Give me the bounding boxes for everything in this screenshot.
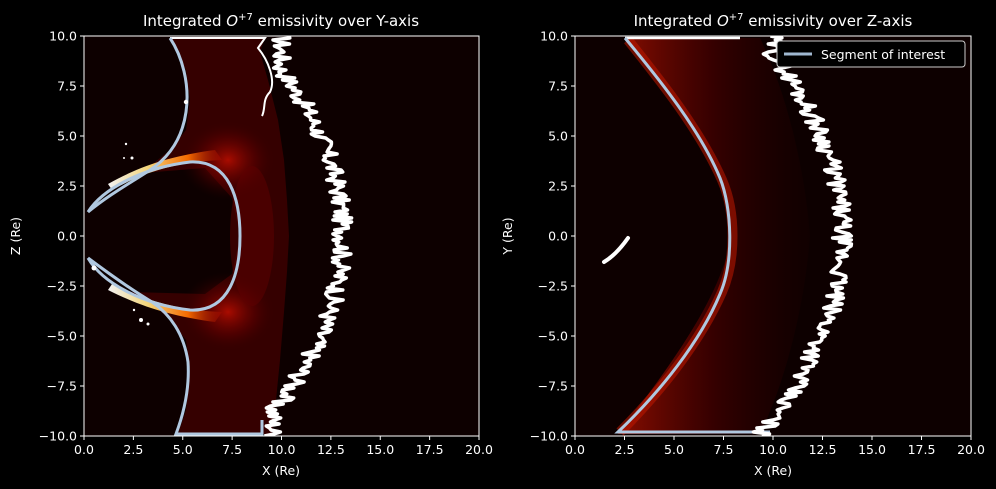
right-segment-of-interest bbox=[602, 236, 630, 264]
y-tick-label: −5.0 bbox=[47, 329, 77, 344]
x-tick-label: 17.5 bbox=[908, 442, 936, 457]
x-tick-label: 0.0 bbox=[565, 442, 585, 457]
legend-box bbox=[776, 40, 966, 68]
left-beam-south bbox=[108, 284, 222, 322]
x-tick-label: 0.0 bbox=[74, 442, 94, 457]
x-tick-label: 10.0 bbox=[759, 442, 787, 457]
left-speck bbox=[132, 308, 136, 312]
left-speck bbox=[146, 322, 150, 326]
x-tick-label: 2.5 bbox=[615, 442, 635, 457]
y-tick-label: −2.5 bbox=[47, 279, 77, 294]
y-tick-label: 0.0 bbox=[548, 229, 568, 244]
left-title: Integrated O+7 emissivity over Y-axis bbox=[143, 12, 419, 30]
x-tick-label: 10.0 bbox=[268, 442, 296, 457]
right-ticks: 0.0 2.5 5.0 7.5 10.0 12.5 15.0 17.5 20.0 10.0 7.5 5… bbox=[530, 29, 985, 458]
y-tick-label: 10.0 bbox=[49, 29, 77, 44]
y-tick-label: −2.5 bbox=[538, 279, 568, 294]
left-ylabel: Z (Re) bbox=[8, 217, 23, 255]
right-xlabel: X (Re) bbox=[754, 463, 792, 478]
left-panel: Integrated O+7 emissivity over Y-axis bbox=[8, 12, 493, 478]
y-tick-label: −10.0 bbox=[39, 429, 77, 444]
left-speck bbox=[124, 142, 128, 146]
left-glow-nose bbox=[230, 166, 274, 306]
legend-entry: Segment of interest bbox=[821, 47, 945, 62]
y-tick-label: 2.5 bbox=[57, 179, 77, 194]
right-legend: Segment of interest bbox=[776, 40, 966, 68]
y-tick-label: −10.0 bbox=[530, 429, 568, 444]
x-tick-label: 15.0 bbox=[858, 442, 886, 457]
x-tick-label: 17.5 bbox=[416, 442, 444, 457]
y-tick-label: 2.5 bbox=[548, 179, 568, 194]
x-tick-label: 12.5 bbox=[809, 442, 837, 457]
left-contours bbox=[86, 36, 354, 436]
left-contour-lower bbox=[87, 256, 264, 436]
right-sheath-fill bbox=[618, 38, 810, 434]
left-speck bbox=[183, 99, 189, 105]
left-speck bbox=[139, 318, 143, 322]
left-beam-north bbox=[108, 150, 222, 190]
right-panel: Integrated O+7 emissivity over Z-axis 0.… bbox=[500, 12, 985, 478]
x-tick-label: 12.5 bbox=[317, 442, 345, 457]
left-heatmap bbox=[108, 38, 289, 434]
left-xlabel: X (Re) bbox=[262, 463, 300, 478]
x-tick-label: 7.5 bbox=[714, 442, 734, 457]
y-tick-label: 7.5 bbox=[57, 79, 77, 94]
x-tick-label: 5.0 bbox=[664, 442, 684, 457]
x-tick-label: 15.0 bbox=[366, 442, 394, 457]
x-tick-label: 20.0 bbox=[465, 442, 493, 457]
right-contour-main bbox=[614, 37, 770, 434]
y-tick-label: 0.0 bbox=[57, 229, 77, 244]
left-contour-upper bbox=[87, 37, 189, 214]
right-title: Integrated O+7 emissivity over Z-axis bbox=[634, 12, 913, 30]
x-tick-label: 5.0 bbox=[173, 442, 193, 457]
left-speck bbox=[91, 265, 97, 271]
x-tick-label: 20.0 bbox=[957, 442, 985, 457]
y-tick-label: 7.5 bbox=[548, 79, 568, 94]
left-ticks: 0.0 2.5 5.0 7.5 10.0 12.5 15.0 17.5 20.0 10.0 7.5 5… bbox=[39, 29, 493, 458]
left-speck bbox=[130, 156, 134, 160]
y-tick-label: −7.5 bbox=[538, 379, 568, 394]
right-bow-shock bbox=[751, 36, 854, 436]
left-white-edge bbox=[170, 37, 274, 117]
y-tick-label: −7.5 bbox=[47, 379, 77, 394]
y-tick-label: 5.0 bbox=[57, 129, 77, 144]
right-contours bbox=[602, 36, 854, 436]
left-speck bbox=[123, 157, 125, 159]
y-tick-label: 5.0 bbox=[548, 129, 568, 144]
right-ylabel: Y (Re) bbox=[500, 217, 515, 255]
left-contour-inner bbox=[86, 160, 242, 312]
x-tick-label: 7.5 bbox=[222, 442, 242, 457]
y-tick-label: 10.0 bbox=[540, 29, 568, 44]
y-tick-label: −5.0 bbox=[538, 329, 568, 344]
left-bow-shock bbox=[264, 36, 354, 436]
x-tick-label: 2.5 bbox=[123, 442, 143, 457]
